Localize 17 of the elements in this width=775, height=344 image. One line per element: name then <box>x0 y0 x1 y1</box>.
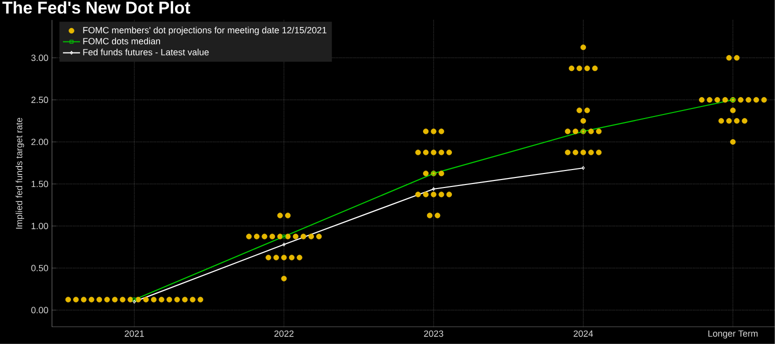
x-tick-label: Longer Term <box>708 330 758 339</box>
x-tick-label: 2023 <box>424 330 444 337</box>
legend-label: FOMC dots median <box>83 38 160 44</box>
legend-label: Fed funds futures - Latest value <box>83 48 209 56</box>
y-tick-label: 1.00 <box>32 222 48 230</box>
y-tick-label: 0.50 <box>31 264 48 272</box>
x-tick-label: 2024 <box>574 330 593 337</box>
chart-title: The Fed's New Dot Plot <box>2 1 190 14</box>
x-tick-label: 2022 <box>274 330 294 337</box>
y-tick-label: 2.50 <box>31 96 48 104</box>
y-axis-title: Implied fed funds target rate <box>16 118 24 229</box>
legend-label: FOMC members' dot projections for meeting date 12/15/2021 <box>83 26 326 36</box>
y-tick-label: 0.00 <box>31 306 48 314</box>
y-tick-label: 1.50 <box>32 180 48 188</box>
x-tick-label: 2021 <box>124 330 144 337</box>
y-tick-label: 2.00 <box>31 138 48 146</box>
y-tick-label: 3.00 <box>31 54 48 62</box>
